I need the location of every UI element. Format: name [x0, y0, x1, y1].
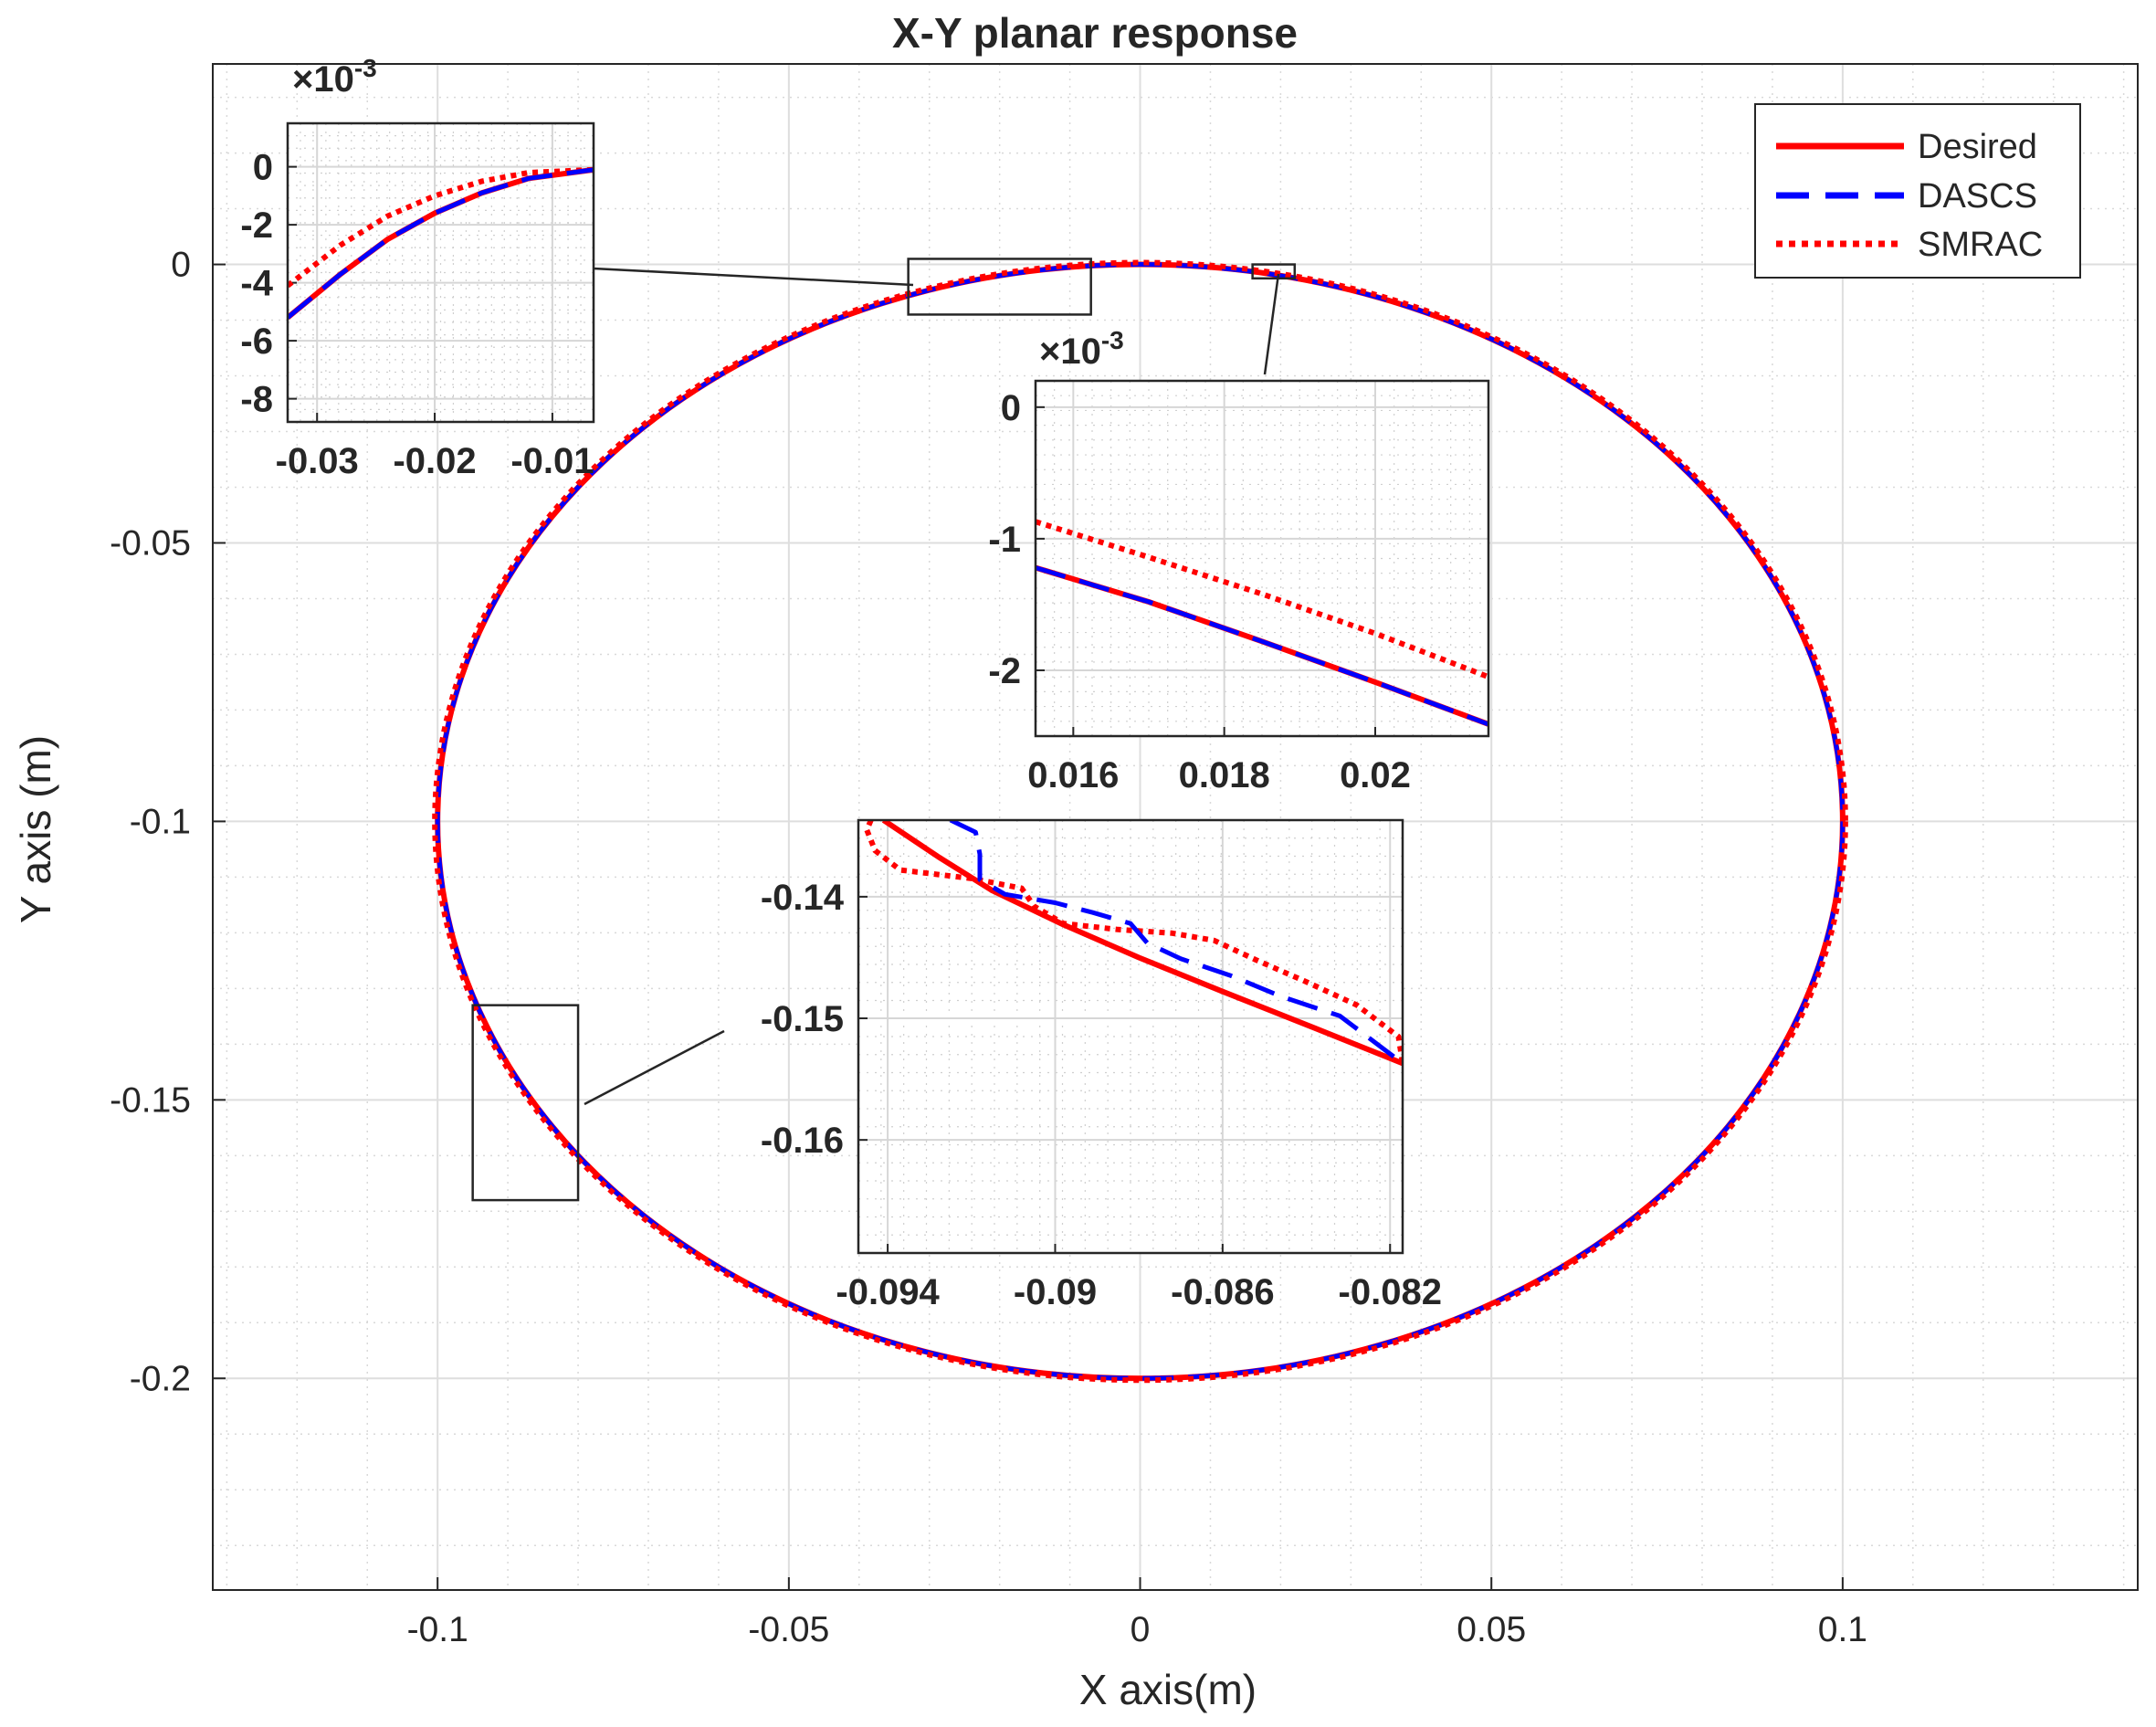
legend-label-dascs: DASCS [1918, 177, 2037, 216]
inset-background [1036, 381, 1488, 736]
legend: Desired DASCS SMRAC [1754, 103, 2081, 279]
inset-y-tick-label: -4 [240, 264, 273, 304]
inset-y-tick-label: -2 [240, 205, 273, 246]
inset-x-tick-label: -0.086 [1171, 1272, 1274, 1312]
y-tick-label: 0 [171, 246, 191, 285]
inset-y-tick-label: 0 [1001, 388, 1021, 428]
inset-lines [288, 166, 594, 321]
axes-box [212, 63, 2139, 1591]
inset-x-tick-label: -0.094 [836, 1272, 940, 1312]
y-tick-labels: 0 -0.05 -0.1 -0.15 -0.2 [110, 246, 226, 1398]
zoom-region-1 [907, 258, 1092, 316]
inset-x-tick-label: 0.016 [1027, 755, 1119, 795]
x-tick-label: 0 [1131, 1610, 1151, 1649]
x-tick-label: 0.1 [1818, 1610, 1867, 1649]
inset-x-tick-label: 0.02 [1340, 755, 1411, 795]
inset-y-tick-label: 0 [253, 148, 273, 188]
inset-connector [593, 267, 914, 287]
inset-x-tick-label: -0.09 [1014, 1272, 1097, 1312]
inset-series-dascs [288, 167, 594, 320]
y-tick-label: -0.1 [130, 802, 191, 841]
y-tick-label: -0.2 [130, 1359, 191, 1398]
inset-x-tick-label: -0.02 [393, 441, 476, 481]
zoom-insets: -0.03 -0.02 -0.010-2-4-6-8×10-30.016 0.018 0… [240, 54, 1490, 1312]
inset-x-tick-label: -0.01 [510, 441, 594, 481]
inset-frame [1034, 379, 1490, 738]
inset-y-tick-label: -0.16 [761, 1121, 844, 1161]
inset-series-desired [881, 820, 1403, 1067]
x-tick-label: 0.05 [1457, 1610, 1526, 1649]
inset-y-tick-label: -0.14 [761, 878, 845, 918]
y-tick-label: -0.05 [110, 523, 191, 563]
inset-connector [584, 1029, 725, 1106]
x-tick-label: -0.1 [407, 1610, 468, 1649]
zoom-region-2 [1251, 263, 1297, 280]
legend-box [1754, 103, 2081, 279]
inset-lines [864, 820, 1403, 1067]
inset-series-smrac [288, 166, 594, 289]
zoom-region-boxes [471, 258, 1297, 1202]
inset-exponent-label: ×10-3 [1039, 326, 1124, 372]
inset-series-dascs [949, 820, 1403, 1066]
inset-series-smrac [864, 820, 1403, 1064]
zoom-inset-3: -0.094 -0.09 -0.086 -0.082 -0.14 -0.15 -0.16 [584, 818, 1442, 1312]
inset-exponent: -3 [1101, 326, 1124, 354]
inset-frame [857, 818, 1404, 1255]
inset-frame [286, 121, 595, 424]
legend-label-smrac: SMRAC [1918, 226, 2043, 264]
chart-title: X-Y planar response [892, 9, 1298, 57]
y-tick-label: -0.15 [110, 1080, 191, 1120]
x-tick-label: -0.05 [748, 1610, 829, 1649]
x-axis-label: X axis(m) [1079, 1666, 1257, 1713]
legend-label-desired: Desired [1918, 128, 2037, 166]
inset-exponent: -3 [354, 54, 377, 82]
y-axis-label: Y axis (m) [12, 735, 59, 923]
inset-connector [1263, 273, 1280, 375]
inset-lines [1036, 519, 1488, 727]
zoom-inset-1: -0.03 -0.02 -0.01 0 -2 -4 -6 -8 ×10-3 [240, 54, 914, 481]
inset-series-smrac [1036, 519, 1488, 680]
inset-x-tick-label: -0.082 [1339, 1272, 1442, 1312]
inset-y-tick-label: -1 [988, 520, 1021, 560]
inset-y-tick-label: -8 [240, 380, 273, 420]
zoom-inset-2: 0.016 0.018 0.02 0 -1 -2 ×10-3 [988, 273, 1490, 795]
inset-y-tick-label: -6 [240, 321, 273, 362]
inset-series-dascs [1036, 565, 1488, 727]
inset-x-tick-label: -0.03 [276, 441, 359, 481]
x-tick-labels: -0.1 -0.05 0 0.05 0.1 [407, 1577, 1867, 1649]
inset-y-tick-label: -0.15 [761, 999, 844, 1039]
inset-exponent-label: ×10-3 [292, 54, 377, 100]
zoom-region-3 [471, 1004, 580, 1202]
inset-y-tick-label: -2 [988, 651, 1021, 691]
plot-lines [432, 259, 1848, 1384]
series-smrac [432, 259, 1848, 1384]
inset-x-tick-label: 0.018 [1179, 755, 1270, 795]
